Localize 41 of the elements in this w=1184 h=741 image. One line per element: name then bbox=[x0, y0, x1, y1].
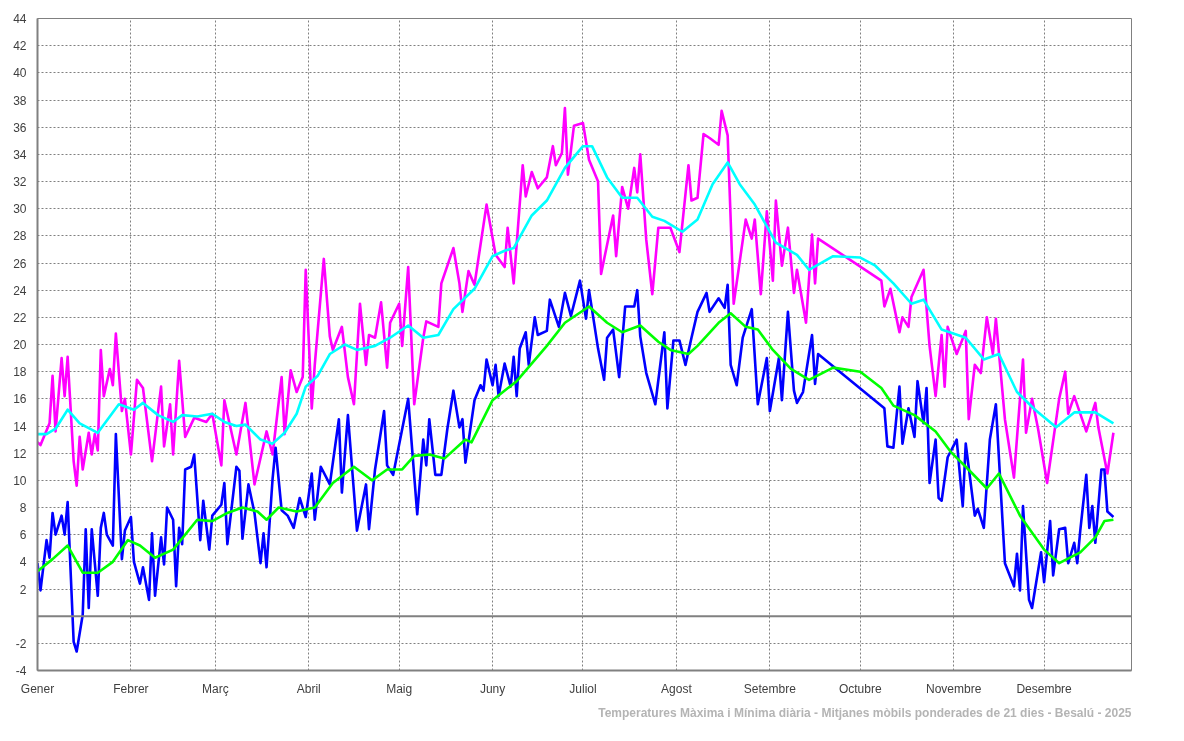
y-tick-label: 42 bbox=[13, 39, 27, 54]
x-tick-label: Març bbox=[201, 681, 229, 696]
y-tick-label: 8 bbox=[19, 501, 27, 515]
x-tick-label: Desembre bbox=[1016, 681, 1073, 696]
y-tick-label: 32 bbox=[13, 175, 27, 189]
y-tick-label: 4 bbox=[19, 555, 27, 570]
x-tick-label: Abril bbox=[296, 681, 321, 696]
line-series bbox=[37, 279, 1115, 653]
y-tick-label: 44 bbox=[13, 12, 27, 26]
x-tick-label: Juliol bbox=[569, 681, 597, 696]
x-tick-label: Juny bbox=[479, 681, 506, 696]
x-tick-label: Setembre bbox=[743, 681, 797, 696]
x-tick-label: Febrer bbox=[113, 681, 149, 696]
text: Temperatures Màxima i Mínima diària - Mitjanes mòbils ponderades de 21 dies - Besalú - 2025 bbox=[598, 705, 1132, 720]
y-tick-label: 18 bbox=[13, 365, 27, 380]
y-tick-label: 16 bbox=[13, 392, 27, 407]
line-series bbox=[37, 106, 1115, 488]
y-tick-label: 10 bbox=[13, 473, 27, 488]
y-tick-label: -2 bbox=[15, 636, 27, 651]
y-tick-label: 20 bbox=[13, 338, 27, 352]
y-tick-label: 14 bbox=[13, 419, 27, 434]
x-tick-label: Agost bbox=[661, 681, 693, 696]
line-series bbox=[37, 144, 1115, 445]
y-tick-label: 34 bbox=[13, 147, 27, 162]
y-tick-label: 6 bbox=[19, 528, 27, 543]
y-tick-label: 38 bbox=[13, 93, 27, 108]
y-tick-label: 12 bbox=[13, 446, 27, 461]
y-tick-label: -4 bbox=[15, 664, 27, 678]
x-tick-label: Gener bbox=[20, 681, 55, 696]
y-tick-label: 22 bbox=[13, 310, 27, 325]
y-tick-label: 40 bbox=[13, 66, 27, 81]
x-tick-label: Maig bbox=[386, 681, 413, 696]
y-tick-label: 30 bbox=[13, 202, 27, 217]
y-tick-label: 26 bbox=[13, 256, 27, 271]
y-tick-label: 28 bbox=[13, 229, 27, 244]
y-tick-label: 36 bbox=[13, 120, 27, 135]
x-tick-label: Novembre bbox=[926, 681, 982, 696]
y-tick-label: 24 bbox=[13, 283, 27, 298]
line-series bbox=[37, 305, 1115, 574]
y-tick-label: 2 bbox=[19, 582, 27, 597]
x-tick-label: Octubre bbox=[838, 681, 882, 696]
